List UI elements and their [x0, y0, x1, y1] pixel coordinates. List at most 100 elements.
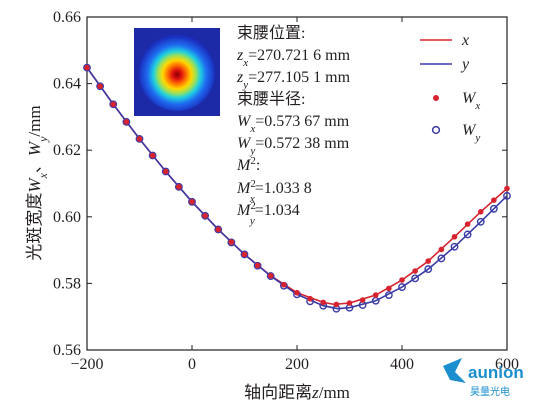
point-wy — [201, 211, 210, 220]
y-axis-label-wx: W — [25, 177, 44, 193]
point-wx — [438, 246, 445, 253]
y-axis-ticks: 0.56 0.58 0.60 0.62 0.64 0.66 — [53, 9, 507, 359]
annotation-m2_title: M2: — [236, 155, 260, 174]
legend-label-W_y: Wy — [462, 122, 480, 144]
point-wy — [161, 167, 170, 176]
x-tick-label: −200 — [70, 356, 103, 373]
x-axis-label-var: z — [311, 383, 319, 402]
point-wy — [83, 63, 91, 72]
point-wy — [188, 197, 196, 206]
watermark-logo: aunion 昊量光电 — [443, 358, 524, 398]
legend-swatch-W_x — [433, 95, 439, 101]
point-wx — [202, 213, 208, 219]
point-wx — [320, 299, 327, 306]
point-wy — [424, 265, 433, 273]
point-wx — [97, 83, 103, 90]
annotation-waist_pos_title: 束腰位置: — [237, 24, 305, 42]
annotation-waist_radius_title: 束腰半径: — [237, 90, 305, 108]
point-wy — [96, 82, 105, 91]
point-wx — [110, 101, 117, 108]
y-axis-label-wx-sub: x — [36, 172, 50, 179]
y-tick-label: 0.62 — [53, 142, 81, 159]
annotation-mx: M2 x=1.033 8 — [236, 178, 312, 205]
legend-label-x: x — [461, 32, 469, 49]
annotation-zy: zy=277.105 1 mm — [236, 69, 351, 91]
point-wy — [489, 204, 498, 213]
point-wx — [464, 221, 471, 227]
x-axis-ticks: −200 0 200 400 600 — [70, 17, 519, 373]
point-wx — [346, 300, 353, 306]
point-wx — [477, 209, 484, 215]
y-axis-label-unit: /mm — [25, 105, 44, 136]
point-wy — [122, 117, 131, 126]
point-wx — [281, 281, 287, 288]
point-wy — [240, 250, 249, 259]
x-tick-label: 200 — [285, 356, 309, 373]
y-tick-label: 0.64 — [53, 76, 81, 93]
point-wy — [266, 272, 275, 280]
legend-label-y: y — [460, 56, 470, 73]
legend-label-W_x: Wx — [462, 90, 480, 112]
point-wx — [491, 197, 497, 203]
point-wx — [84, 64, 90, 71]
beam-profile-inset — [134, 28, 220, 116]
point-wx — [149, 152, 156, 159]
point-wx — [307, 295, 313, 302]
point-wx — [399, 277, 405, 283]
x-axis-label: 轴向距离z/mm — [244, 383, 350, 402]
point-wx — [372, 292, 379, 298]
point-wx — [162, 168, 169, 175]
x-axis-label-prefix: 轴向距离 — [244, 383, 312, 402]
y-tick-label: 0.60 — [53, 209, 81, 226]
point-wy — [253, 261, 262, 270]
annotation-zx: zx=270.721 6 mm — [236, 47, 351, 69]
y-tick-label: 0.58 — [53, 275, 81, 292]
point-wx — [267, 272, 274, 279]
point-wx — [176, 184, 182, 190]
point-wx — [425, 258, 432, 264]
point-wy — [135, 134, 144, 143]
y-axis-label-sep: 、 — [25, 156, 44, 173]
point-wy — [109, 100, 118, 109]
series-layer — [83, 63, 511, 313]
watermark-text: aunion — [468, 363, 524, 382]
point-wx — [412, 268, 418, 274]
logo-arrow-icon — [443, 358, 466, 383]
x-tick-label: 400 — [390, 356, 414, 373]
x-axis-label-unit: /mm — [319, 383, 350, 402]
point-wx — [189, 199, 195, 205]
point-wy — [476, 217, 485, 226]
watermark-subtext: 昊量光电 — [470, 385, 510, 398]
y-axis-label-wy-sub: y — [36, 136, 50, 143]
point-wx — [228, 239, 235, 245]
point-wy — [503, 191, 511, 200]
point-wx — [136, 136, 143, 142]
point-wy — [463, 230, 472, 239]
point-wy — [398, 283, 406, 291]
y-axis-label-prefix: 光斑宽度 — [25, 193, 44, 261]
point-wx — [241, 251, 248, 258]
y-tick-label: 0.56 — [53, 342, 81, 359]
annotation-my: M2 y=1.034 — [236, 200, 300, 227]
x-tick-label: 600 — [495, 356, 519, 373]
point-wy — [437, 254, 446, 263]
y-axis-label-wy: W — [25, 140, 44, 156]
point-wx — [386, 285, 392, 292]
annotation-wx: Wx=0.573 67 mm — [237, 113, 350, 135]
point-wy — [384, 291, 393, 299]
point-wx — [294, 289, 300, 296]
point-wy — [148, 151, 157, 160]
point-wy — [214, 225, 223, 234]
point-wx — [215, 226, 222, 233]
y-axis-label: 光斑宽度Wx、Wy/mm — [25, 105, 50, 260]
point-wx — [254, 262, 261, 269]
point-wx — [504, 185, 510, 192]
point-wy — [450, 242, 459, 251]
point-wy — [227, 238, 236, 247]
x-tick-label: 0 — [188, 356, 196, 373]
legend: xy Wx Wy — [420, 32, 480, 144]
point-wx — [359, 297, 366, 303]
point-wy — [411, 274, 420, 283]
